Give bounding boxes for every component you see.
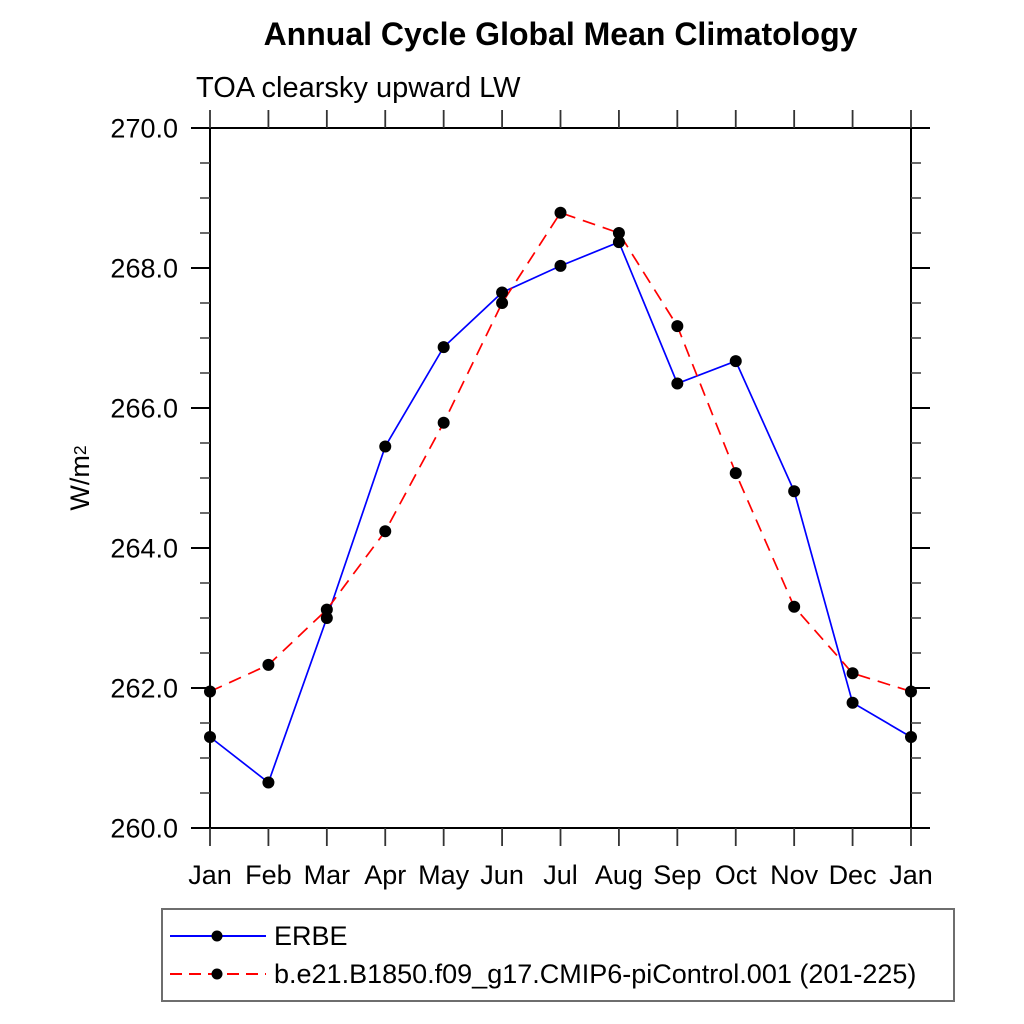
series-marker-0 — [905, 731, 917, 743]
series-marker-1 — [671, 320, 684, 333]
legend-swatch-0 — [170, 930, 266, 942]
legend-item: b.e21.B1850.f09_g17.CMIP6-piControl.001 … — [168, 955, 953, 993]
series-marker-0 — [437, 341, 450, 354]
legend-box: ERBE b.e21.B1850.f09_g17.CMIP6-piControl… — [161, 908, 955, 1002]
x-tick-label: Jan — [889, 860, 933, 890]
series-marker-1 — [379, 525, 392, 538]
series-marker-1 — [320, 603, 333, 616]
x-tick-label: May — [418, 860, 470, 890]
legend-swatch-marker-1 — [211, 968, 223, 980]
x-tick-label: Oct — [715, 860, 758, 890]
y-tick-label: 266.0 — [110, 393, 178, 423]
series-marker-1 — [612, 227, 625, 239]
x-tick-label: Feb — [245, 860, 292, 890]
series-marker-0 — [612, 236, 625, 249]
page-title: Annual Cycle Global Mean Climatology — [263, 16, 858, 52]
plot-frame — [209, 127, 912, 829]
series-marker-1 — [437, 416, 450, 429]
legend-swatch-marker-0 — [211, 930, 223, 942]
y-tick-label: 262.0 — [110, 673, 178, 703]
series-marker-0 — [671, 377, 684, 390]
series-marker-1 — [846, 667, 859, 680]
x-tick-label: Aug — [595, 860, 643, 890]
y-tick-label: 264.0 — [110, 533, 178, 563]
series-marker-1 — [729, 467, 742, 480]
legend-label: ERBE — [274, 920, 348, 951]
chart-subtitle: TOA clearsky upward LW — [196, 72, 521, 104]
series-marker-1 — [204, 685, 216, 698]
series-marker-1 — [905, 685, 917, 698]
series-marker-0 — [320, 612, 333, 624]
series-marker-0 — [846, 696, 859, 709]
x-tick-label: Nov — [770, 860, 819, 890]
x-tick-label: Dec — [829, 860, 877, 890]
series-line-0 — [209, 240, 912, 784]
x-tick-label: Sep — [653, 860, 701, 890]
legend-swatch-1 — [170, 968, 266, 980]
series-marker-1 — [496, 297, 509, 309]
legend-item: ERBE — [168, 917, 953, 955]
series-marker-0 — [379, 440, 392, 453]
legend-label: b.e21.B1850.f09_g17.CMIP6-piControl.001 … — [274, 958, 917, 989]
series-line-1 — [209, 211, 912, 693]
x-tick-label: Jun — [480, 860, 524, 890]
y-tick-label: 268.0 — [110, 253, 178, 283]
x-tick-label: Jan — [188, 860, 232, 890]
series-marker-0 — [788, 485, 801, 498]
series-marker-0 — [729, 355, 742, 368]
x-tick-label: Mar — [304, 860, 351, 890]
x-tick-label: Apr — [364, 860, 406, 890]
y-tick-label: 270.0 — [110, 113, 178, 143]
x-tick-label: Jul — [543, 860, 578, 890]
series-marker-1 — [554, 206, 567, 219]
series-marker-0 — [262, 776, 275, 789]
series-marker-0 — [204, 731, 216, 743]
y-tick-label: 260.0 — [110, 813, 178, 843]
series-marker-0 — [554, 259, 567, 272]
series-marker-1 — [788, 600, 801, 613]
series-marker-0 — [496, 286, 509, 299]
series-marker-1 — [262, 658, 275, 671]
